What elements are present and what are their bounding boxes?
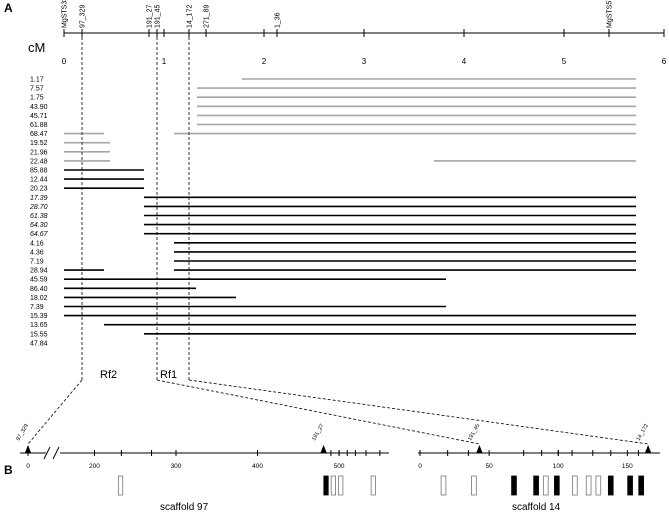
gene-open: [542, 475, 549, 496]
axis-break-mark: [52, 446, 60, 460]
gene-filled: [627, 475, 633, 496]
cm-tick-label: 0: [62, 57, 67, 66]
row-label: 45.71: [30, 113, 48, 120]
row-label: 45.59: [30, 277, 48, 284]
row-label: 22.48: [30, 158, 48, 165]
marker-label: MgSTS574: [607, 0, 614, 28]
marker-label: 14_172: [187, 5, 194, 28]
gene-filled: [323, 475, 329, 496]
scaffold-tick-label: 200: [89, 463, 100, 470]
row-label: 64.30: [30, 222, 48, 229]
marker-triangle: [644, 445, 652, 453]
row-label: 28.94: [30, 268, 48, 275]
scaffold-tick-label: 150: [622, 463, 633, 470]
scaffold-tick-label: 50: [486, 463, 494, 470]
marker-label: 271_89: [204, 5, 211, 28]
row-label: 15.39: [30, 313, 48, 320]
rf-labels: Rf2 Rf1: [100, 369, 177, 381]
gene-filled: [533, 475, 539, 496]
gene-open: [471, 475, 477, 496]
scaffold-97-name: scaffold 97: [160, 502, 209, 513]
gene-open: [117, 475, 124, 496]
row-label: 7.57: [30, 86, 44, 93]
row-label: 86.40: [30, 286, 48, 293]
recombinant-rows: 1.17 7.57 1.75 43.90 45.71 61.88 68.47 19.52 21.…: [29, 77, 636, 347]
marker-label: 1_36: [275, 12, 282, 28]
axis-break-mark: [43, 446, 51, 460]
connector-lines: [27, 379, 649, 445]
gene-open: [572, 475, 578, 496]
row-label: 61.88: [30, 122, 48, 129]
row-label: 64.67: [30, 231, 49, 238]
row-label: 7.19: [30, 259, 44, 266]
cm-tick-label: 3: [362, 57, 367, 66]
scaffold-tick-label: 0: [418, 463, 422, 470]
row-label: 12.44: [30, 177, 48, 184]
scaffold-tick-label: 300: [171, 463, 182, 470]
gene-open: [330, 475, 336, 496]
gene-filled: [554, 475, 560, 496]
gene-open: [440, 475, 447, 496]
row-label: 21.96: [30, 149, 48, 156]
gene-filled: [511, 475, 517, 496]
row-label: 1.17: [30, 77, 44, 84]
rf-label: Rf1: [160, 369, 177, 381]
rf-label: Rf2: [100, 369, 117, 381]
marker-triangle: [24, 445, 32, 453]
row-label: 18.02: [30, 295, 48, 302]
marker-label: MgSTS331: [62, 0, 69, 28]
scaffold-14: 0 50 100 150 scaffold 14 191_45 14_172: [418, 423, 660, 513]
marker-label: 14_172: [636, 423, 650, 442]
panel-b-label: B: [4, 463, 13, 477]
marker-triangle: [320, 445, 327, 453]
cm-tick-label: 4: [462, 57, 467, 66]
marker-label: 191_45: [155, 5, 162, 28]
row-label: 47.84: [30, 340, 48, 347]
gene-open: [338, 475, 344, 496]
cm-axis: cM 0 1 2 3 4 5 6: [28, 29, 667, 66]
row-label: 85.88: [30, 168, 48, 175]
marker-label: 191_27: [147, 5, 154, 28]
row-label: 20.23: [30, 186, 48, 193]
gene-open: [585, 475, 592, 496]
scaffold-97: 0 200 300 400 500 scaffold 97 97_329 191_27: [16, 423, 389, 513]
row-label: 17.39: [30, 195, 48, 202]
row-label: 19.52: [30, 140, 48, 147]
row-label: 13.65: [30, 322, 48, 329]
gene-filled: [638, 475, 644, 496]
row-label: 43.90: [30, 104, 48, 111]
row-label: 28.70: [29, 204, 48, 211]
panel-a-label: A: [4, 1, 13, 15]
marker-label: 97_329: [80, 5, 87, 28]
row-label: 1.75: [30, 95, 44, 102]
cm-tick-label: 2: [262, 57, 267, 66]
gene-open: [595, 475, 602, 496]
marker-guide-lines: [81, 37, 190, 380]
marker-triangle: [476, 445, 483, 453]
scaffold-tick-label: 0: [26, 463, 30, 470]
row-label: 7.39: [30, 304, 44, 311]
scaffold-tick-label: 100: [553, 463, 564, 470]
connector-line: [27, 379, 83, 445]
cm-tick-label: 1: [162, 57, 167, 66]
scaffold-14-name: scaffold 14: [512, 502, 561, 513]
row-label: 4.36: [30, 249, 44, 256]
cm-tick-label: 6: [662, 57, 667, 66]
row-label: 68.47: [30, 131, 48, 138]
row-label: 15.55: [30, 331, 48, 338]
gene-filled: [607, 475, 614, 496]
marker-label: 97_329: [16, 423, 30, 442]
connector-line: [188, 379, 649, 445]
row-label: 4.16: [30, 240, 44, 247]
gene-open: [370, 475, 376, 496]
marker-label: 191_27: [311, 423, 325, 442]
scaffold-tick-label: 500: [334, 463, 345, 470]
marker-labels-panel-a: MgSTS331 97_329 191_27 191_45 14_172 271_89 1_…: [62, 0, 614, 37]
marker-label: 191_45: [467, 423, 481, 442]
cm-tick-label: 5: [562, 57, 567, 66]
cm-axis-title: cM: [28, 40, 45, 55]
row-label: 61.38: [30, 213, 48, 220]
scaffold-tick-label: 400: [252, 463, 263, 470]
